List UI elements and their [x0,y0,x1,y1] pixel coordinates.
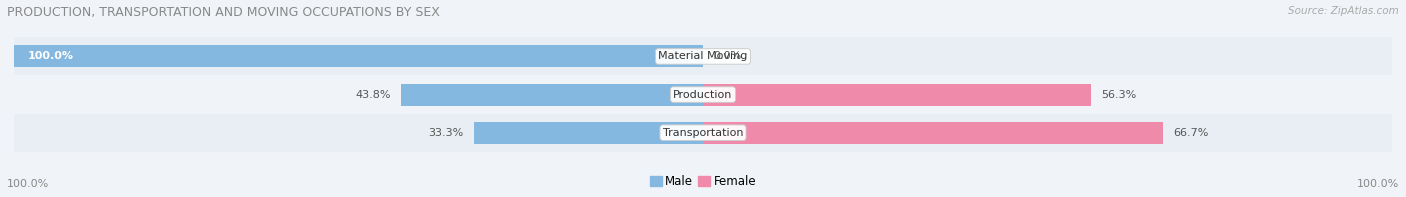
Bar [14,37,1392,75]
Text: 100.0%: 100.0% [7,179,49,189]
Text: 56.3%: 56.3% [1101,90,1136,99]
Text: 33.3%: 33.3% [427,128,463,138]
Bar [14,114,1392,152]
Bar [474,122,703,144]
Text: Material Moving: Material Moving [658,51,748,61]
Text: PRODUCTION, TRANSPORTATION AND MOVING OCCUPATIONS BY SEX: PRODUCTION, TRANSPORTATION AND MOVING OC… [7,6,440,19]
Text: Source: ZipAtlas.com: Source: ZipAtlas.com [1288,6,1399,16]
Bar [703,122,1163,144]
Text: 0.0%: 0.0% [713,51,741,61]
Text: 100.0%: 100.0% [28,51,75,61]
Text: 66.7%: 66.7% [1173,128,1208,138]
Legend: Male, Female: Male, Female [645,170,761,193]
Bar [14,75,1392,114]
Bar [703,84,1091,106]
Text: Production: Production [673,90,733,99]
Bar [14,45,703,68]
Text: 100.0%: 100.0% [1357,179,1399,189]
Bar [401,84,703,106]
Text: Transportation: Transportation [662,128,744,138]
Text: 43.8%: 43.8% [356,90,391,99]
